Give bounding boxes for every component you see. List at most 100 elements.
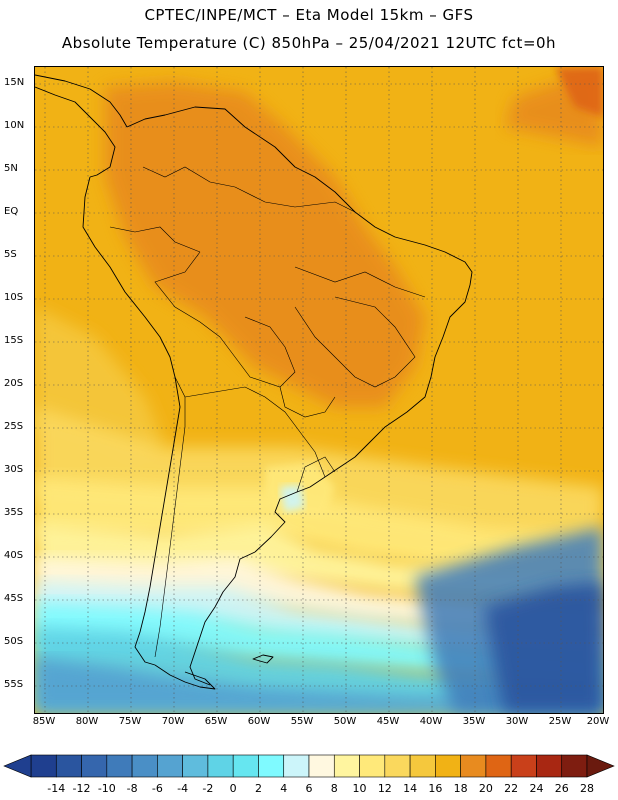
lat-label-15s: 15S [4,335,24,346]
colorbar-cell [510,754,537,778]
country-borders [109,166,426,658]
lon-label-55w: 55W [290,716,314,727]
colorbar-tick-label: 16 [428,782,443,795]
lon-label-20w: 20W [586,716,610,727]
colorbar-tick-label: -2 [202,782,214,795]
colorbar-cell [106,754,133,778]
colorbar-tick-label: 20 [478,782,493,795]
south-america-north-coast [126,106,473,286]
colorbar-cell [435,754,461,778]
lat-label-20s: 20S [4,378,24,389]
colorbar-cell [333,754,360,778]
colorbar-cell [283,754,310,778]
colorbar-tick-label: -6 [151,782,163,795]
colorbar-tick-label: 2 [254,782,262,795]
field-zone-20c [105,82,425,407]
lat-label-15n: 15N [4,77,25,88]
lon-label-80w: 80W [75,716,99,727]
lat-label-10s: 10S [4,292,24,303]
lon-label-30w: 30W [505,716,529,727]
colorbar-cell [232,754,259,778]
south-america-west-coast [82,176,181,666]
colorbar-cell [308,754,335,778]
colorbar-tick-label: 18 [453,782,468,795]
lat-label-eq: EQ [4,206,19,217]
colorbar-tick-label: 4 [280,782,288,795]
colorbar-tick-label: 26 [554,782,569,795]
lat-label-35s: 35S [4,507,24,518]
border-uruguay [296,456,336,493]
map-title: CPTEC/INPE/MCT – Eta Model 15km – GFS [144,6,474,24]
colorbar-tick-label: 12 [377,782,392,795]
colorbar-cell [536,754,563,778]
colorbar-tick-label: 24 [529,782,544,795]
lat-label-50s: 50S [4,636,24,647]
colorbar [3,754,615,778]
colorbar-tick-label: -10 [97,782,116,795]
colorbar-tick-label: 22 [504,782,519,795]
border-colombia-venezuela [142,166,236,188]
lon-label-65w: 65W [204,716,228,727]
lat-label-40s: 40S [4,550,24,561]
lon-label-35w: 35W [462,716,486,727]
colorbar-cell [258,754,285,778]
colorbar-low-arrow [3,754,32,778]
colorbar-cell [460,754,487,778]
border-amazon-north [234,186,356,213]
lat-label-30s: 30S [4,464,24,475]
lon-label-50w: 50W [333,716,357,727]
border-bolivia [219,316,296,388]
colorbar-cell [81,754,108,778]
colorbar-tick-label: -14 [47,782,66,795]
graticule [35,67,603,713]
central-america-north-coast [35,74,128,128]
lat-label-10n: 10N [4,120,25,131]
colorbar-cell [384,754,411,778]
colorbar-cell [30,754,57,778]
colorbar-tick-label: -4 [177,782,189,795]
lon-label-40w: 40W [419,716,443,727]
border-brazil-states-2 [294,266,426,298]
field-zone-minus12c [485,582,603,713]
colorbar-high-arrow [586,754,615,778]
lat-label-5n: 5N [4,163,18,174]
coastlines [35,74,473,690]
colorbar-cell [55,754,82,778]
patagonia-east-coast [189,551,256,686]
colorbar-tick-label: -8 [126,782,138,795]
colorbar-tick-label: 0 [229,782,237,795]
lon-label-75w: 75W [118,716,142,727]
colorbar-cells [30,754,588,778]
colorbar-tick-label: -12 [72,782,91,795]
colorbar-cell [359,754,386,778]
colorbar-tick-label: 10 [352,782,367,795]
map-subtitle: Absolute Temperature (C) 850hPa – 25/04/… [61,34,557,52]
tierra-del-fuego [154,664,216,690]
falkland-islands [252,654,274,664]
lat-label-5s: 5S [4,249,17,260]
colorbar-cell [182,754,209,778]
colorbar-cell [131,754,158,778]
border-argentina-chile [154,376,186,658]
colorbar-cell [207,754,234,778]
lon-label-70w: 70W [161,716,185,727]
field-zone-22c [555,67,603,117]
colorbar-tick-label: 14 [403,782,418,795]
central-america-coast [35,86,116,178]
colorbar-tick-label: 28 [580,782,594,795]
colorbar-cell [485,754,512,778]
lon-label-45w: 45W [376,716,400,727]
temperature-field [35,67,603,713]
lat-label-45s: 45S [4,593,24,604]
colorbar-cell [157,754,183,778]
colorbar-cell [561,754,588,778]
uruguay-argentina-coast [254,476,326,553]
colorbar-cell [409,754,436,778]
lat-label-25s: 25S [4,421,24,432]
map-canvas [35,67,603,713]
brazil-east-coast [324,284,471,478]
lon-label-60w: 60W [247,716,271,727]
border-argentina-north [184,386,326,478]
border-paraguay [279,386,336,418]
colorbar-tick-label: 8 [330,782,338,795]
